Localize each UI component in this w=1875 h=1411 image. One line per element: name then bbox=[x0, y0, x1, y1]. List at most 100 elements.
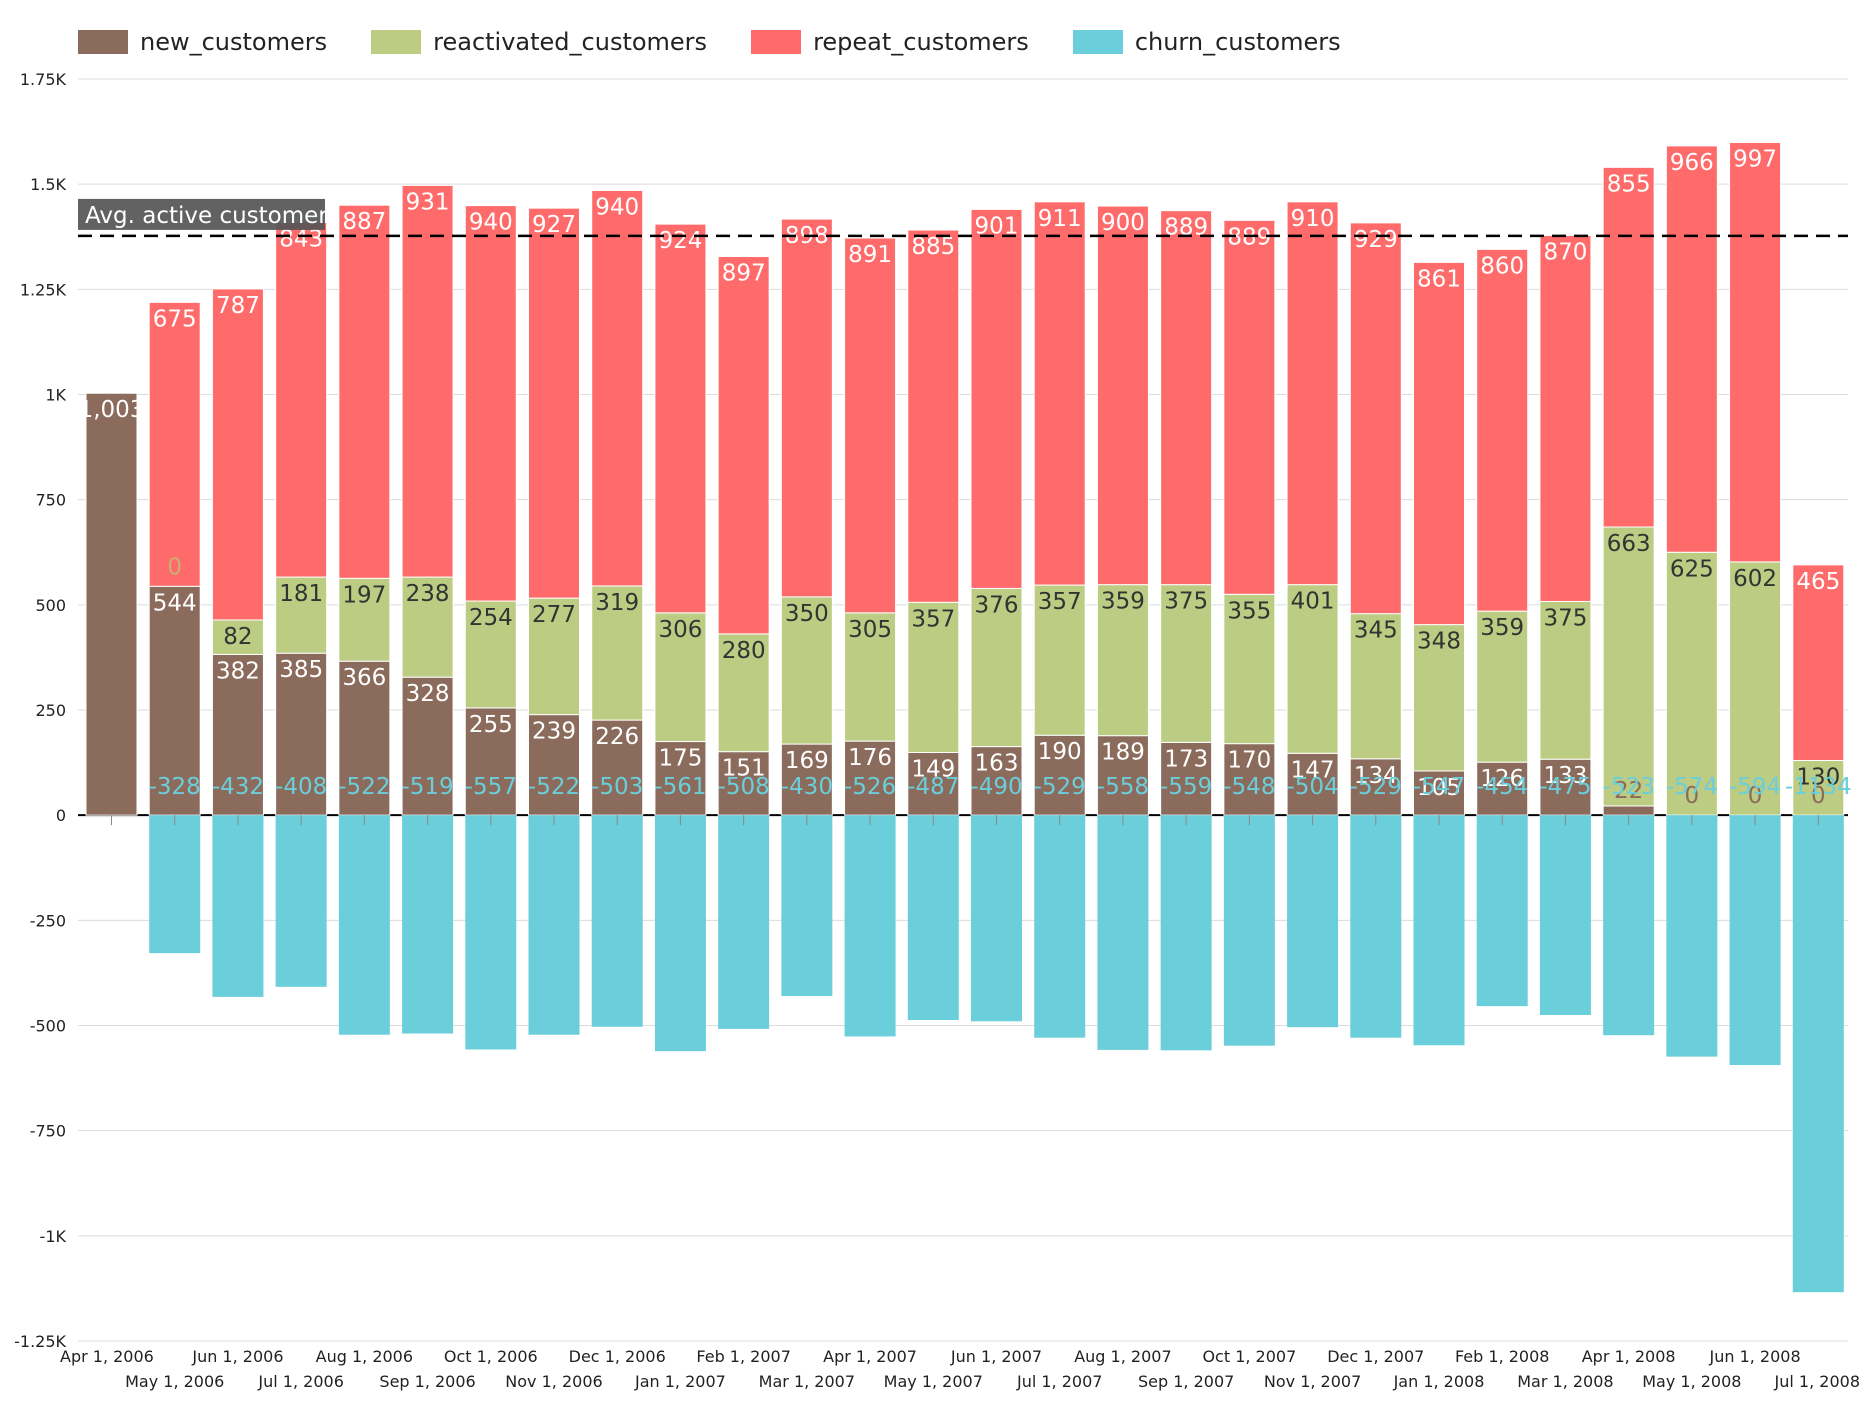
x-tick-label: Aug 1, 2006 bbox=[316, 1347, 413, 1366]
bar-churn_customers bbox=[1476, 815, 1528, 1007]
legend-item-repeat-customers[interactable]: repeat_customers bbox=[751, 28, 1029, 56]
data-label-reactivated_customers: 625 bbox=[1670, 556, 1714, 582]
legend-swatch-reactivated-customers bbox=[371, 30, 422, 54]
data-label-reactivated_customers: 375 bbox=[1543, 605, 1587, 631]
legend-item-new-customers[interactable]: new_customers bbox=[78, 28, 327, 56]
data-label-new_customers: 147 bbox=[1291, 757, 1335, 783]
y-tick-label: 1K bbox=[45, 386, 66, 405]
data-label-churn_customers: -408 bbox=[275, 774, 327, 800]
bar-repeat_customers bbox=[1413, 261, 1465, 626]
bar-churn_customers bbox=[654, 815, 706, 1052]
bar-repeat_customers bbox=[464, 205, 517, 602]
data-label-reactivated_customers: 280 bbox=[722, 638, 766, 664]
bar-repeat_customers bbox=[1349, 222, 1402, 615]
data-label-churn_customers: -529 bbox=[1350, 774, 1402, 800]
data-label-churn_customers: -547 bbox=[1413, 774, 1465, 800]
bar-churn_customers bbox=[212, 815, 264, 997]
bar-churn_customers bbox=[275, 815, 327, 987]
legend-item-churn-customers[interactable]: churn_customers bbox=[1072, 28, 1341, 56]
data-label-churn_customers: -487 bbox=[907, 774, 959, 800]
data-label-reactivated_customers: 401 bbox=[1291, 589, 1335, 615]
bar-reactivated_customers bbox=[654, 612, 707, 743]
bar-churn_customers bbox=[1350, 815, 1402, 1038]
data-label-churn_customers: -558 bbox=[1097, 774, 1149, 800]
data-label-new_customers: 255 bbox=[469, 712, 513, 738]
data-label-repeat_customers: 900 bbox=[1101, 210, 1145, 236]
x-tick-label: Mar 1, 2007 bbox=[759, 1372, 855, 1391]
bar-repeat_customers bbox=[1033, 201, 1086, 586]
data-label-new_customers: 134 bbox=[1354, 763, 1398, 789]
data-label-repeat_customers: 887 bbox=[342, 209, 386, 235]
x-tick-label: Apr 1, 2006 bbox=[60, 1347, 154, 1366]
data-label-repeat_customers: 855 bbox=[1607, 171, 1651, 197]
legend-item-reactivated-customers[interactable]: reactivated_customers bbox=[371, 28, 707, 56]
bar-reactivated_customers bbox=[1096, 584, 1149, 737]
data-label-churn_customers: -454 bbox=[1476, 774, 1528, 800]
bar-new_customers bbox=[654, 741, 707, 816]
data-label-repeat_customers: 787 bbox=[216, 293, 260, 319]
data-label-churn_customers: -548 bbox=[1223, 774, 1275, 800]
data-label-new_customers: 366 bbox=[342, 665, 386, 691]
y-tick-label: 1.25K bbox=[20, 280, 67, 299]
data-label-churn_customers: -574 bbox=[1666, 774, 1718, 800]
bar-reactivated_customers bbox=[275, 576, 328, 654]
bar-reactivated_customers bbox=[1349, 613, 1402, 760]
data-label-reactivated_customers: 355 bbox=[1227, 598, 1271, 624]
data-label-reactivated_customers: 305 bbox=[848, 617, 892, 643]
data-label-new_customers: 173 bbox=[1164, 746, 1208, 772]
data-label-repeat_customers: 966 bbox=[1670, 150, 1714, 176]
legend: new_customers reactivated_customers repe… bbox=[78, 28, 1385, 56]
data-label-churn_customers: -557 bbox=[465, 774, 517, 800]
bar-repeat_customers bbox=[1096, 205, 1149, 586]
data-label-repeat_customers: 924 bbox=[658, 228, 702, 254]
bar-repeat_customers bbox=[1602, 166, 1655, 528]
data-label-repeat_customers: 675 bbox=[153, 306, 197, 332]
avg-label-box bbox=[78, 198, 325, 230]
bar-new_customers bbox=[970, 746, 1023, 816]
data-label-reactivated_customers: 350 bbox=[785, 601, 829, 627]
data-label-repeat_customers: 860 bbox=[1480, 253, 1524, 279]
bar-new_customers bbox=[1033, 734, 1086, 816]
bar-reactivated_customers bbox=[1413, 624, 1465, 772]
bar-new_customers bbox=[591, 719, 644, 816]
x-tick-label: Jan 1, 2007 bbox=[634, 1372, 726, 1391]
legend-swatch-churn-customers bbox=[1072, 30, 1123, 54]
data-label-repeat_customers: 927 bbox=[532, 212, 576, 238]
bar-repeat_customers bbox=[1223, 219, 1276, 595]
data-label-reactivated_customers: 375 bbox=[1164, 589, 1208, 615]
legend-swatch-new-customers bbox=[78, 30, 128, 54]
bar-reactivated_customers bbox=[464, 600, 517, 709]
x-tick-label: Jan 1, 2008 bbox=[1393, 1372, 1485, 1391]
bar-churn_customers bbox=[1223, 815, 1275, 1046]
bar-reactivated_customers bbox=[528, 597, 580, 716]
data-label-repeat_customers: 911 bbox=[1038, 206, 1082, 232]
bar-churn_customers bbox=[844, 815, 896, 1037]
x-tick-label: Jun 1, 2006 bbox=[191, 1347, 283, 1366]
y-tick-label: 1.5K bbox=[30, 175, 66, 194]
bar-reactivated_customers bbox=[1286, 584, 1339, 754]
data-label-reactivated_customers: 197 bbox=[342, 582, 386, 608]
data-label-churn_customers: -522 bbox=[528, 774, 580, 800]
data-label-reactivated_customers: 357 bbox=[911, 606, 955, 632]
bar-repeat_customers bbox=[717, 256, 770, 635]
y-tick-label: -750 bbox=[30, 1122, 66, 1141]
data-label-reactivated_customers: 319 bbox=[595, 590, 639, 616]
data-label-new_customers: 169 bbox=[785, 748, 829, 774]
data-label-churn_customers: -561 bbox=[654, 774, 706, 800]
data-label-repeat_customers: 843 bbox=[279, 226, 323, 252]
bar-reactivated_customers bbox=[1665, 551, 1718, 816]
data-label-reactivated_customers: 359 bbox=[1101, 589, 1145, 615]
data-label-new_customers: 239 bbox=[532, 719, 576, 745]
data-label-reactivated_customers: 130 bbox=[1796, 764, 1840, 790]
bar-reactivated_customers bbox=[401, 576, 454, 678]
bar-reactivated_customers bbox=[1792, 759, 1845, 816]
data-label-new_customers: 328 bbox=[406, 681, 450, 707]
x-tick-label: Apr 1, 2008 bbox=[1582, 1347, 1676, 1366]
data-label-churn_customers: -490 bbox=[970, 774, 1022, 800]
data-label-reactivated_customers: 277 bbox=[532, 602, 576, 628]
y-tick-label: -1K bbox=[40, 1227, 67, 1246]
bar-churn_customers bbox=[1603, 815, 1655, 1036]
bar-repeat_customers bbox=[1729, 142, 1782, 563]
